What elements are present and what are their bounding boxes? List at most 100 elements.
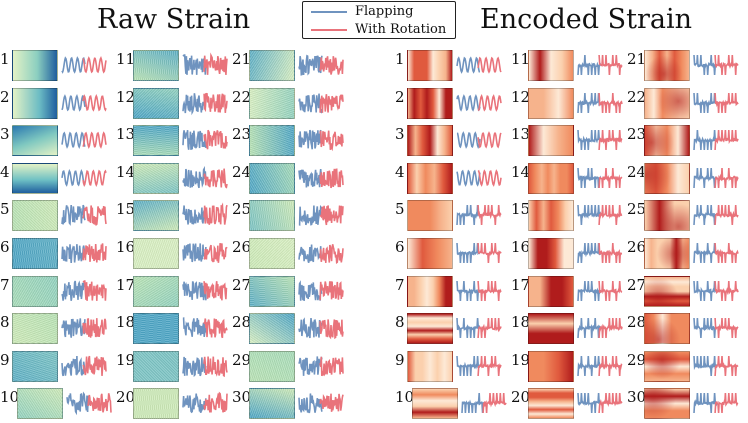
raw-strain-map [133,125,179,157]
rotation-trace [82,318,107,338]
raw-signal-plot [182,50,228,80]
raw-signal-plot [298,313,344,343]
flapping-trace [66,391,91,416]
flapping-trace [182,54,207,75]
raw-strain-map [249,388,295,420]
flapping-trace [577,167,602,188]
raw-strain-map [133,87,179,119]
encoded-signal-plot [693,313,739,343]
raw-index-label: 20 [116,388,136,407]
flapping-trace [182,130,207,151]
raw-signal-svg [298,168,344,188]
encoded-index-label: 3 [395,125,405,144]
flapping-trace [577,355,602,376]
legend-label-rotation: With Rotation [355,22,447,37]
raw-signal-plot [66,388,112,418]
rotation-trace [319,56,344,75]
raw-signal-svg [61,279,107,301]
encoded-signal-plot [456,88,502,118]
raw-signal-plot [182,276,228,306]
raw-signal-svg [182,130,228,151]
rotation-trace [714,280,739,301]
flapping-trace [456,93,481,112]
rotation-trace [598,54,623,76]
encoded-strain-map [528,125,574,157]
flapping-trace [693,318,718,339]
raw-index-label: 4 [0,162,10,181]
encoded-signal-plot [456,200,502,230]
encoded-strain-map [644,275,690,307]
raw-signal-svg [298,279,344,301]
encoded-strain-map [644,350,690,382]
encoded-signal-plot [456,50,502,80]
rotation-trace [714,92,739,113]
encoded-signal-plot [577,276,623,306]
flapping-trace [456,355,481,376]
encoded-signal-svg [456,56,502,74]
encoded-signal-svg [693,318,739,339]
encoded-index-label: 9 [395,350,405,369]
encoded-signal-svg [577,280,623,301]
raw-strain-title: Raw Strain [97,4,251,35]
raw-signal-svg [61,93,107,112]
raw-strain-map [12,162,58,194]
raw-signal-plot [182,388,228,418]
raw-signal-svg [61,205,107,227]
raw-signal-plot [182,125,228,155]
raw-signal-svg [298,317,344,340]
rotation-trace [477,93,502,112]
flapping-trace [182,280,207,300]
rotation-trace [482,393,507,414]
encoded-signal-svg [693,280,739,301]
encoded-strain-map [407,350,453,382]
encoded-index-label: 7 [395,275,405,294]
encoded-signal-plot [577,351,623,381]
legend-label-flapping: Flapping [355,4,414,19]
encoded-strain-map [407,125,453,157]
flapping-trace [182,165,207,188]
encoded-strain-map [528,313,574,345]
encoded-strain-map [407,50,453,81]
raw-signal-svg [182,165,228,189]
raw-signal-plot [61,313,107,343]
raw-index-label: 9 [0,350,10,369]
raw-signal-plot [298,163,344,193]
flapping-trace [577,130,602,151]
encoded-signal-svg [456,168,502,187]
encoded-index-label: 6 [395,238,405,256]
rotation-trace [714,130,739,151]
encoded-signal-plot [577,125,623,155]
rotation-trace [82,93,107,112]
rotation-trace [203,243,228,263]
encoded-signal-svg [577,205,623,226]
rotation-trace [598,318,623,339]
rotation-trace [477,242,502,264]
raw-index-label: 25 [232,200,252,219]
flapping-trace [577,318,602,339]
encoded-index-label: 30 [627,388,647,407]
raw-signal-plot [61,238,107,268]
rotation-trace [82,279,107,301]
rotation-trace [319,319,344,340]
raw-signal-svg [182,317,228,339]
flapping-trace [456,280,481,301]
rotation-trace [319,280,344,300]
raw-index-label: 22 [232,87,252,106]
raw-strain-map [133,238,179,269]
encoded-signal-plot [456,276,502,306]
rotation-trace [598,280,623,301]
raw-index-label: 2 [0,87,10,106]
flapping-trace [298,130,323,150]
encoded-strain-map [528,162,574,194]
rotation-trace [203,202,228,226]
raw-index-label: 19 [116,350,136,369]
raw-index-label: 26 [232,238,252,256]
raw-signal-plot [61,88,107,118]
rotation-trace [203,356,228,377]
raw-signal-plot [298,276,344,306]
encoded-strain-map [407,275,453,307]
rotation-trace [714,318,739,339]
raw-signal-svg [182,52,228,75]
rotation-trace [319,130,344,152]
rotation-trace [598,167,623,188]
